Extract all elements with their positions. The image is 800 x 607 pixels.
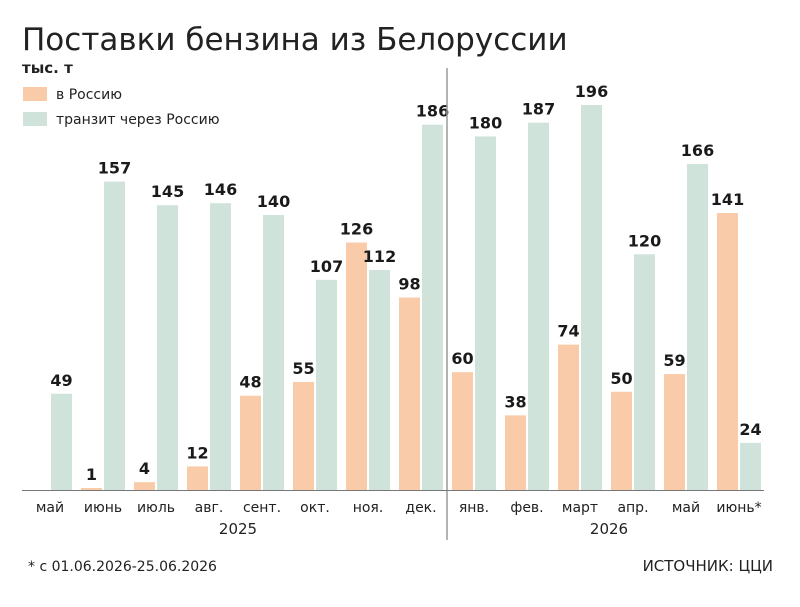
- value-label-transit-5: 107: [310, 257, 343, 276]
- bar-transit-3: [210, 203, 231, 490]
- value-label-transit-0: 49: [50, 371, 72, 390]
- bar-russia-7: [399, 297, 420, 490]
- bar-russia-12: [664, 374, 685, 490]
- bar-russia-4: [240, 395, 261, 490]
- value-label-russia-2: 4: [139, 459, 150, 478]
- bar-transit-13: [740, 442, 761, 490]
- bar-russia-9: [505, 415, 526, 490]
- bar-transit-10: [581, 105, 602, 490]
- footnote: * с 01.06.2026-25.06.2026: [28, 559, 217, 575]
- value-label-transit-12: 166: [681, 141, 714, 160]
- value-label-transit-1: 157: [98, 159, 131, 178]
- value-label-transit-7: 186: [416, 102, 449, 121]
- value-label-russia-8: 60: [451, 349, 473, 368]
- unit-label: тыс. т: [22, 59, 73, 77]
- value-label-transit-10: 196: [575, 82, 608, 101]
- tick-label-5: окт.: [300, 500, 330, 516]
- tick-label-13: июнь*: [716, 500, 761, 516]
- tick-label-2: июль: [137, 500, 175, 516]
- bar-russia-6: [346, 242, 367, 490]
- value-label-russia-9: 38: [504, 392, 526, 411]
- tick-label-7: дек.: [405, 500, 436, 516]
- year-labels: 2025 2026: [219, 520, 628, 538]
- value-label-russia-5: 55: [292, 359, 314, 378]
- legend: в Россию транзит через Россию: [23, 87, 220, 128]
- bar-russia-3: [187, 466, 208, 490]
- tick-label-10: март: [562, 500, 598, 516]
- value-label-russia-12: 59: [663, 351, 685, 370]
- year-label-0: 2025: [219, 520, 257, 538]
- tick-label-12: май: [672, 500, 700, 516]
- tick-label-9: фев.: [510, 500, 543, 516]
- x-axis-ticks: май июнь июль авг. сент. окт. ноя. дек. янв. фев.…: [36, 500, 762, 516]
- tick-label-11: апр.: [617, 500, 648, 516]
- value-label-russia-13: 141: [711, 190, 744, 209]
- legend-swatch-transit: [23, 112, 47, 126]
- tick-label-4: сент.: [243, 500, 281, 516]
- bar-transit-8: [475, 136, 496, 490]
- bar-russia-11: [611, 391, 632, 490]
- value-label-transit-2: 145: [151, 182, 184, 201]
- value-label-russia-6: 126: [340, 220, 373, 239]
- legend-swatch-russia: [23, 87, 47, 101]
- value-label-transit-6: 112: [363, 247, 396, 266]
- tick-label-3: авг.: [195, 500, 224, 516]
- bar-transit-6: [369, 270, 390, 490]
- bar-transit-5: [316, 279, 337, 490]
- bar-russia-10: [558, 344, 579, 490]
- bar-transit-4: [263, 215, 284, 490]
- bar-transit-7: [422, 124, 443, 491]
- value-label-transit-8: 180: [469, 113, 502, 132]
- value-label-transit-13: 24: [739, 420, 761, 439]
- value-label-russia-10: 74: [557, 322, 579, 341]
- bar-transit-11: [634, 254, 655, 490]
- value-label-russia-4: 48: [239, 373, 261, 392]
- tick-label-8: янв.: [459, 500, 489, 516]
- bar-transit-12: [687, 163, 708, 490]
- year-label-1: 2026: [590, 520, 628, 538]
- bars: [51, 105, 761, 491]
- value-label-russia-7: 98: [398, 275, 420, 294]
- value-label-russia-11: 50: [610, 369, 632, 388]
- source-label: ИСТОЧНИК: ЦЦИ: [643, 557, 773, 575]
- bar-transit-0: [51, 393, 72, 490]
- bar-russia-8: [452, 372, 473, 490]
- legend-label-transit: транзит через Россию: [56, 112, 220, 128]
- legend-label-russia: в Россию: [56, 87, 122, 103]
- bar-transit-1: [104, 181, 125, 490]
- bar-russia-1: [81, 488, 102, 490]
- bar-russia-13: [717, 213, 738, 491]
- bar-russia-5: [293, 381, 314, 490]
- tick-label-1: июнь: [84, 500, 122, 516]
- value-label-russia-3: 12: [186, 443, 208, 462]
- value-label-russia-1: 1: [86, 465, 97, 484]
- value-label-transit-9: 187: [522, 100, 555, 119]
- bar-transit-9: [528, 122, 549, 490]
- value-label-transit-4: 140: [257, 192, 290, 211]
- value-label-transit-11: 120: [628, 231, 661, 250]
- tick-label-0: май: [36, 500, 64, 516]
- bar-russia-2: [134, 482, 155, 490]
- tick-label-6: ноя.: [353, 500, 384, 516]
- value-label-transit-3: 146: [204, 180, 237, 199]
- bar-transit-2: [157, 205, 178, 490]
- chart-title: Поставки бензина из Белоруссии: [22, 22, 568, 58]
